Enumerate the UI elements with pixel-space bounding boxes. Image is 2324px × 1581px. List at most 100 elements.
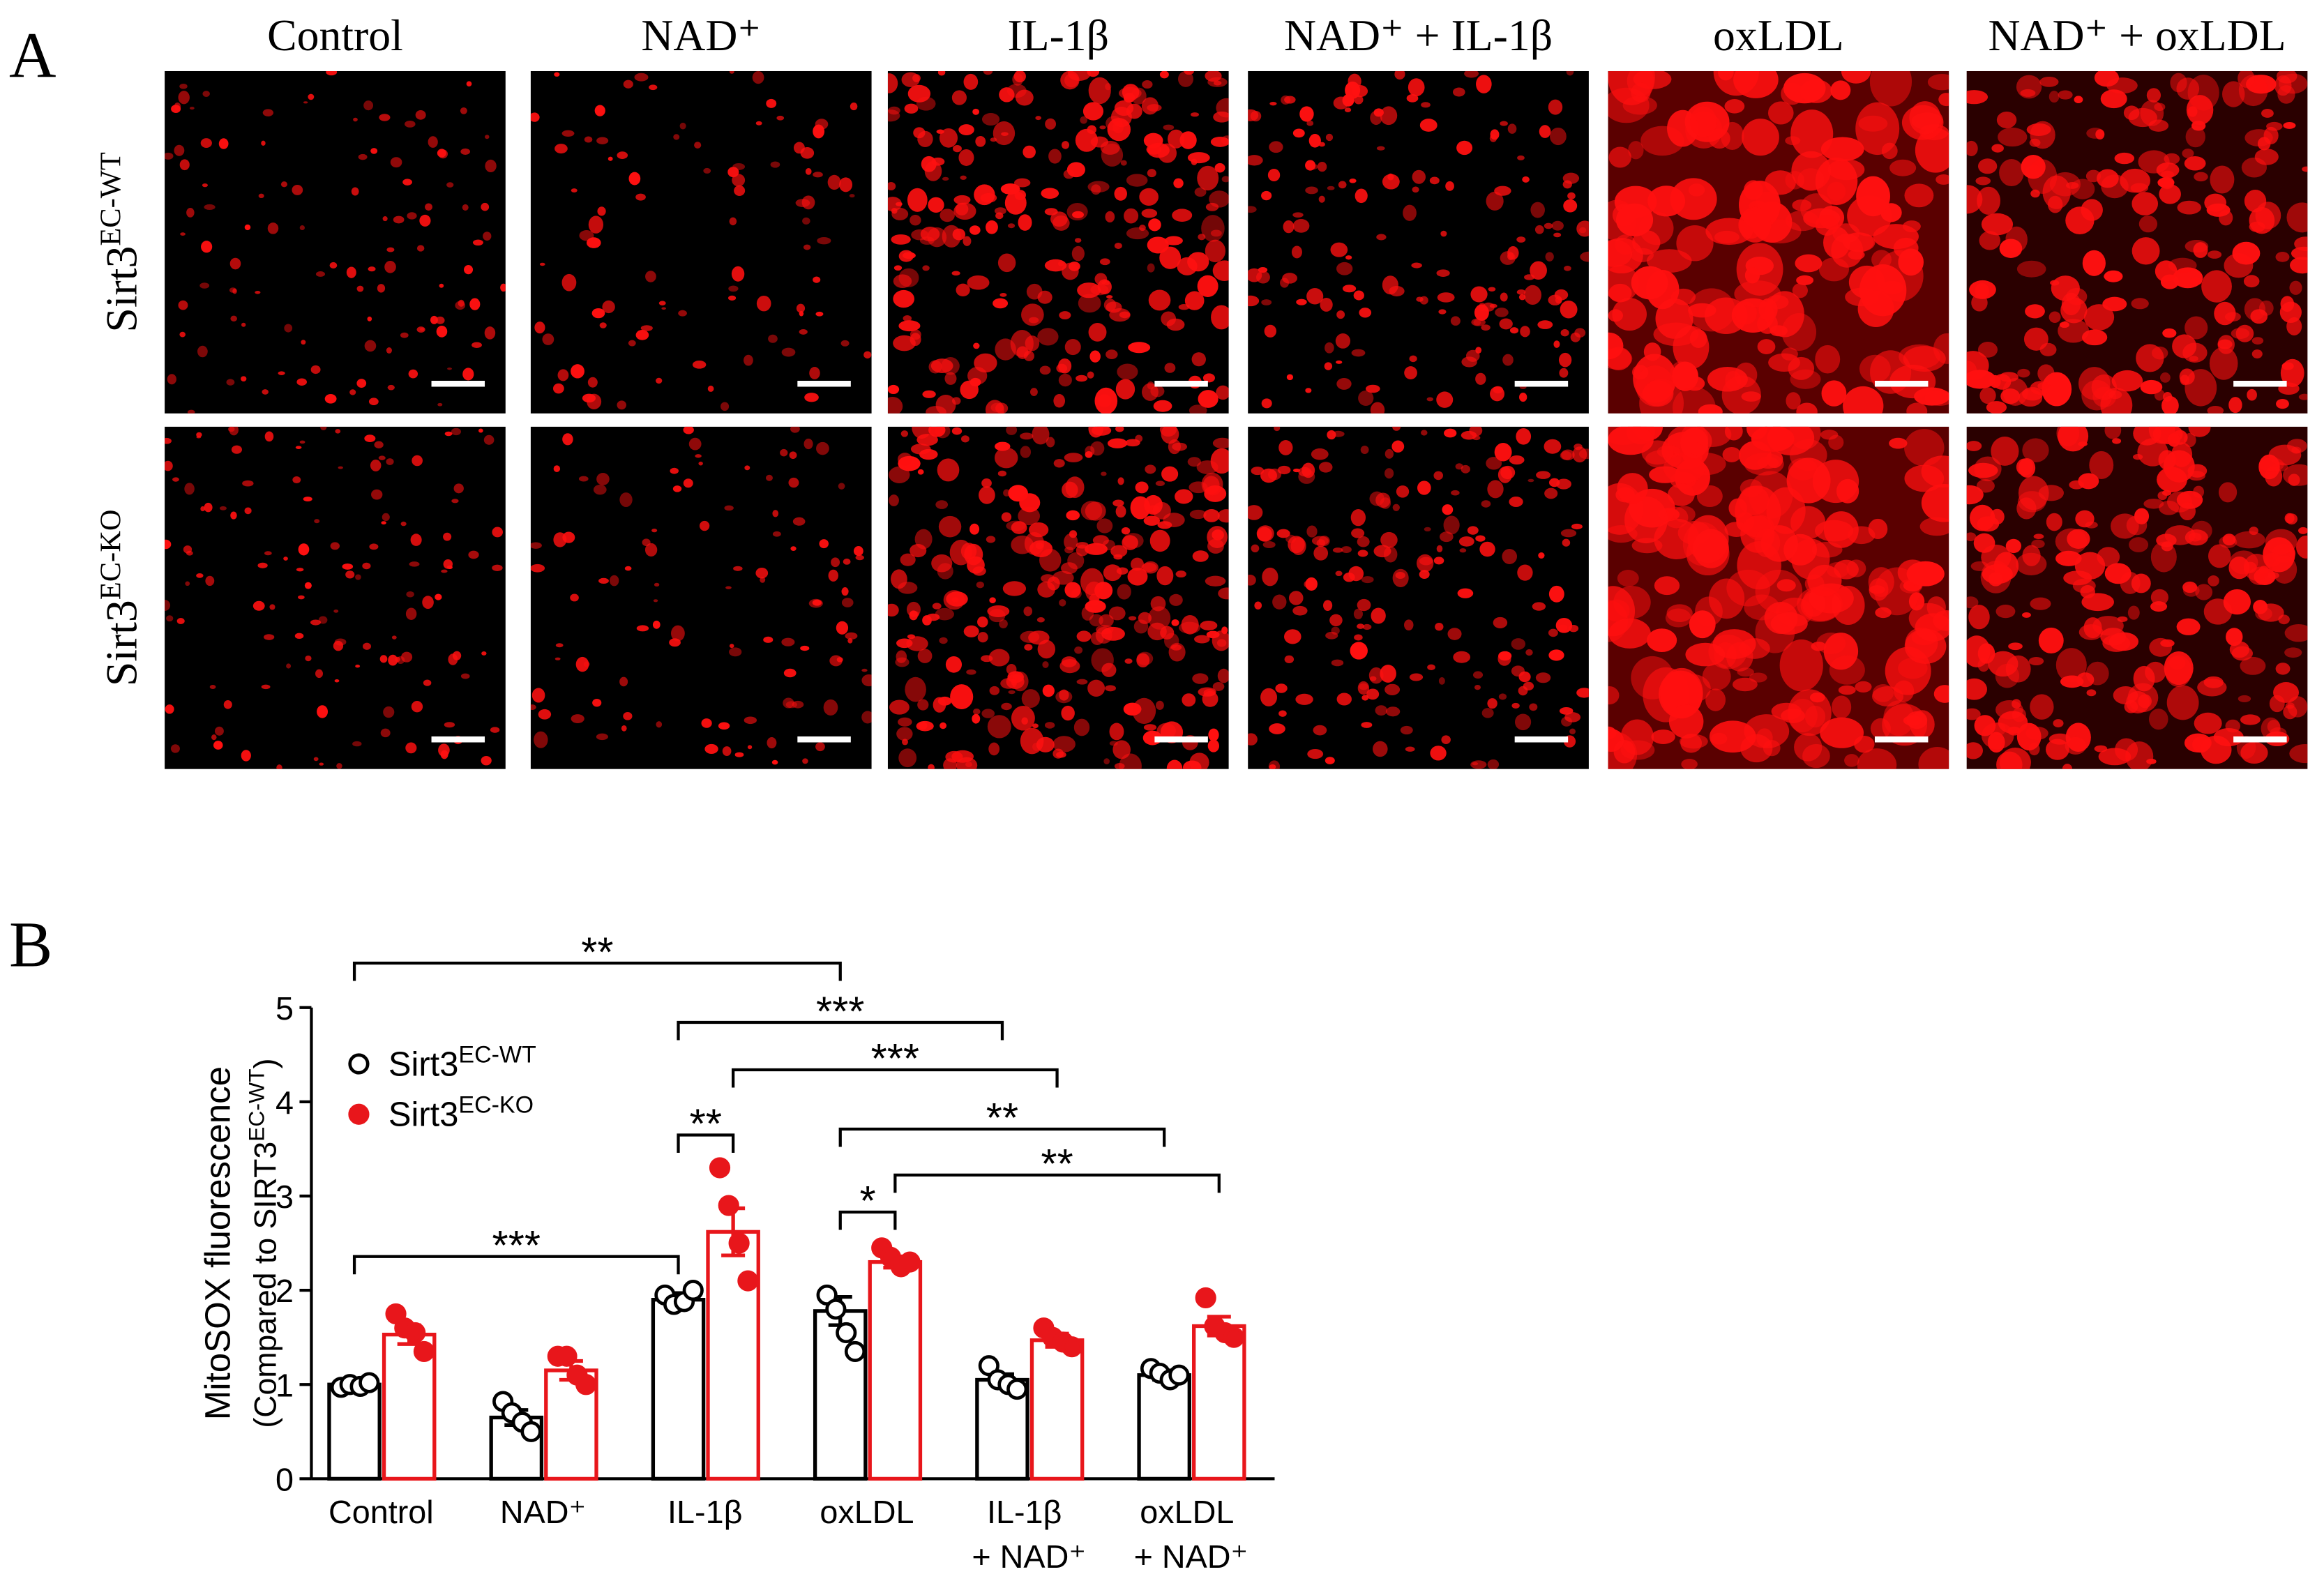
cell [342, 563, 354, 570]
cell [2208, 250, 2222, 259]
cell [956, 757, 978, 769]
cell [1106, 295, 1113, 299]
cell [1278, 710, 1287, 717]
cell [1380, 497, 1391, 509]
cell [1827, 159, 1865, 181]
cell [2285, 702, 2295, 709]
cell [1384, 468, 1394, 479]
cell [1351, 528, 1365, 538]
cell [623, 80, 633, 89]
cell [1024, 644, 1033, 651]
cell [838, 483, 845, 490]
cell [728, 285, 739, 292]
cell [2207, 406, 2224, 414]
cell [387, 384, 395, 391]
cell [683, 426, 694, 434]
cell [1995, 663, 2020, 688]
bracket-line [838, 1210, 897, 1230]
cell [718, 722, 730, 730]
significance-bracket: ** [352, 928, 842, 981]
cell [298, 543, 310, 556]
cell [2270, 727, 2287, 739]
cell [1498, 693, 1507, 700]
cell [1742, 119, 1779, 156]
cell [1122, 533, 1144, 549]
cell [1059, 689, 1069, 701]
cell [1938, 93, 1949, 107]
cell [2294, 236, 2308, 251]
cell [1487, 759, 1500, 769]
cell [1141, 97, 1159, 115]
cell [1519, 392, 1527, 402]
cell [1975, 176, 1991, 186]
cell [481, 202, 490, 211]
cell [179, 331, 186, 338]
cell [1651, 729, 1675, 744]
cell [1127, 567, 1148, 586]
cell [1820, 717, 1864, 748]
cell [1869, 70, 1912, 107]
cell [1855, 681, 1872, 693]
cell [2030, 694, 2054, 720]
cell [2251, 349, 2263, 358]
cell [554, 72, 560, 77]
cell [1272, 594, 1287, 610]
cell [729, 217, 737, 226]
cell [1052, 570, 1074, 585]
cell [555, 643, 564, 648]
cell [1909, 101, 1941, 135]
cell [483, 232, 492, 241]
cell [828, 569, 838, 582]
cell [1139, 188, 1159, 206]
cell [1555, 617, 1573, 633]
cell [1486, 457, 1502, 470]
cell [437, 149, 446, 158]
cell [1856, 176, 1890, 217]
cell [793, 142, 805, 154]
cell [1087, 181, 1110, 193]
x-tick-label: oxLDL + NAD⁺ [1134, 1494, 1248, 1575]
cell [2106, 77, 2138, 94]
cell [1032, 426, 1050, 445]
cell [813, 124, 825, 139]
cell [452, 651, 462, 660]
cell [951, 90, 967, 105]
cell [174, 144, 185, 156]
cell [408, 369, 418, 379]
cell [755, 121, 762, 126]
cell [1409, 355, 1417, 363]
cell [1194, 635, 1210, 644]
cell [1121, 527, 1131, 535]
cell [202, 183, 208, 188]
cell [303, 497, 312, 502]
cell [1344, 107, 1352, 112]
cell [478, 428, 483, 433]
cell [1350, 642, 1368, 660]
cell [209, 685, 216, 690]
cell [924, 161, 942, 181]
cell [1405, 746, 1415, 752]
cell [1295, 693, 1313, 705]
cell [2148, 709, 2168, 730]
cell [1059, 311, 1071, 319]
cell [1530, 202, 1545, 218]
data-point [359, 1372, 380, 1393]
x-tick-label: oxLDL [820, 1494, 914, 1530]
cell [1412, 169, 1426, 184]
cell [893, 274, 912, 289]
cell [187, 409, 195, 414]
cell [905, 676, 926, 702]
cell [1088, 322, 1107, 342]
cell [1419, 296, 1428, 305]
cell [704, 743, 718, 754]
cell [907, 84, 931, 103]
cell [1324, 362, 1333, 370]
cell [1493, 616, 1508, 628]
cell [1189, 404, 1207, 414]
cell [320, 426, 327, 430]
cell [1045, 118, 1057, 130]
cell [1114, 186, 1127, 201]
cell [891, 569, 907, 589]
cell [912, 426, 932, 439]
cell [1358, 390, 1374, 406]
